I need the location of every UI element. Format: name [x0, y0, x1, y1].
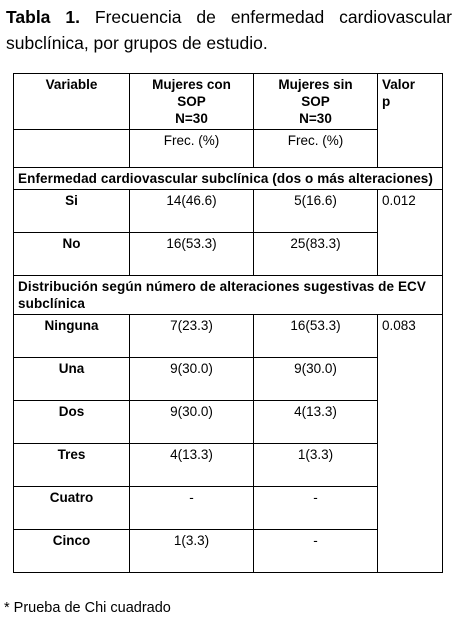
- subheader-empty: [13, 129, 130, 168]
- table-number: Tabla 1.: [6, 7, 80, 27]
- row-label: No: [13, 232, 130, 276]
- header-p-value: Valor p: [377, 73, 443, 168]
- cell-group2: 25(83.3): [253, 232, 378, 276]
- cell-group1: -: [129, 486, 254, 530]
- table-row: Ninguna 7(23.3) 16(53.3) 0.083: [13, 314, 443, 573]
- row-label: Si: [13, 189, 130, 233]
- cell-group1: 14(46.6): [129, 189, 254, 233]
- cell-group2: 16(53.3): [253, 314, 378, 358]
- cell-group2: 1(3.3): [253, 443, 378, 487]
- footnote: * Prueba de Chi cuadrado: [4, 600, 171, 616]
- section-title: Distribución según número de alteracione…: [13, 275, 443, 315]
- table-row: Dos 9(30.0) 4(13.3): [13, 400, 443, 444]
- header-group-with-sop: Mujeres con SOP N=30: [129, 73, 254, 130]
- cell-group2: 5(16.6): [253, 189, 378, 233]
- row-label: Cinco: [13, 529, 130, 573]
- cell-group2: -: [253, 529, 378, 573]
- frequency-table: Variable Mujeres con SOP N=30 Mujeres si…: [13, 73, 443, 573]
- section-row-distribution: Distribución según número de alteracione…: [13, 275, 443, 315]
- section-title: Enfermedad cardiovascular subclínica (do…: [13, 167, 443, 190]
- row-label: Cuatro: [13, 486, 130, 530]
- header-group-without-sop: Mujeres sin SOP N=30: [253, 73, 378, 130]
- cell-group1: 4(13.3): [129, 443, 254, 487]
- table-row: Cinco 1(3.3) -: [13, 529, 443, 573]
- cell-group2: 4(13.3): [253, 400, 378, 444]
- cell-group1: 16(53.3): [129, 232, 254, 276]
- header-row: Variable Mujeres con SOP N=30 Mujeres si…: [13, 73, 443, 168]
- table-caption: Tabla 1. Frecuencia de enfermedad cardio…: [6, 4, 452, 56]
- row-label: Una: [13, 357, 130, 401]
- subheader-freq-group2: Frec. (%): [253, 129, 378, 168]
- cell-group2: -: [253, 486, 378, 530]
- table-row: No 16(53.3) 25(83.3): [13, 232, 443, 276]
- subheader-freq-group1: Frec. (%): [129, 129, 254, 168]
- subheader-row: Frec. (%) Frec. (%): [13, 129, 443, 168]
- section-row-ecv: Enfermedad cardiovascular subclínica (do…: [13, 167, 443, 190]
- cell-group1: 7(23.3): [129, 314, 254, 358]
- cell-group1: 9(30.0): [129, 357, 254, 401]
- row-label: Tres: [13, 443, 130, 487]
- table-title: Frecuencia de enfermedad cardiovascular …: [6, 7, 452, 53]
- row-label: Ninguna: [13, 314, 130, 358]
- cell-group2: 9(30.0): [253, 357, 378, 401]
- cell-p-value: 0.012: [377, 189, 443, 276]
- row-label: Dos: [13, 400, 130, 444]
- table-row: Si 14(46.6) 5(16.6) 0.012: [13, 189, 443, 276]
- cell-group1: 9(30.0): [129, 400, 254, 444]
- header-variable: Variable: [13, 73, 130, 130]
- cell-p-value: 0.083: [377, 314, 443, 573]
- cell-group1: 1(3.3): [129, 529, 254, 573]
